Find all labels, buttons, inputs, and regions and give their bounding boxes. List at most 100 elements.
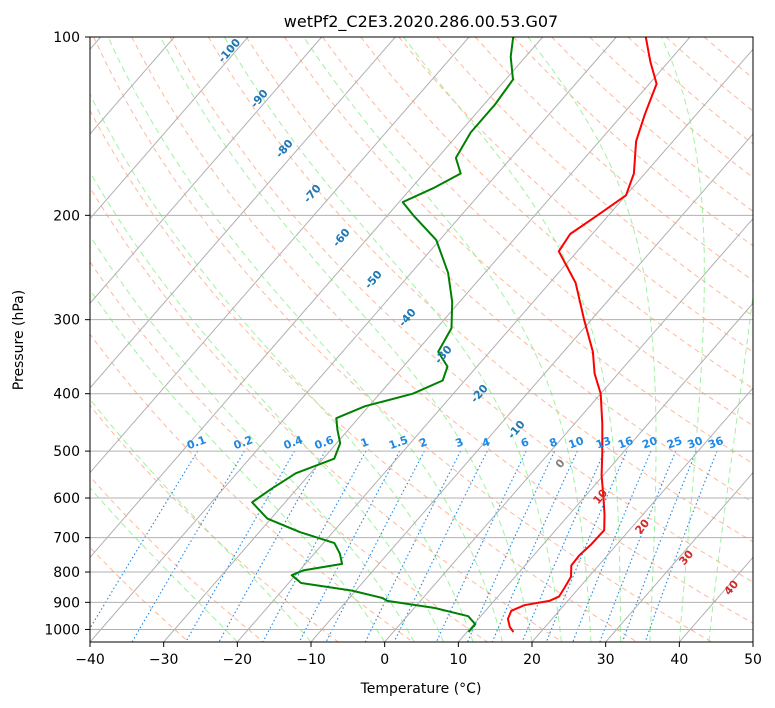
x-tick-label: −40: [75, 652, 105, 668]
dry-adiabat: [90, 475, 264, 642]
dry-adiabat: [90, 109, 638, 642]
y-tick-label: 700: [53, 531, 80, 547]
y-tick-label: 900: [53, 595, 80, 611]
moist-adiabat: [90, 93, 474, 642]
isotherm-line: [605, 471, 753, 642]
mixing-ratio-label: 2: [417, 435, 429, 450]
mixing-ratio-label: 13: [594, 434, 613, 451]
isotherm-line: [90, 37, 396, 389]
x-tick-label: 10: [449, 652, 467, 668]
grid: [90, 37, 753, 642]
mixing-ratio-label: 25: [665, 434, 684, 451]
isotherm-line: [310, 133, 753, 642]
mixing-ratio-label: 4: [480, 435, 492, 450]
mixing-ratio-line: [435, 450, 527, 642]
x-tick-label: 50: [744, 652, 762, 668]
x-tick-label: 30: [597, 652, 615, 668]
y-tick-label: 500: [53, 444, 80, 460]
moist-adiabat: [90, 398, 312, 642]
mixing-ratio-label: 8: [548, 435, 560, 450]
mixing-ratio-line: [466, 450, 556, 642]
dry-adiabat: [90, 260, 488, 642]
moist-adiabat: [303, 37, 592, 642]
y-tick-label: 400: [53, 387, 80, 403]
dry-adiabat: [360, 37, 753, 390]
x-tick-label: −10: [296, 652, 326, 668]
mixing-ratio-label: 1: [359, 435, 371, 450]
dry-adiabat: [90, 546, 190, 642]
x-axis-title: Temperature (°C): [360, 681, 482, 697]
isotherm-line: [163, 37, 691, 642]
dry-adiabat: [90, 333, 414, 642]
mixing-ratio-line: [572, 450, 652, 642]
x-tick-label: 20: [523, 652, 541, 668]
x-axis: −40 −30 −20 −10 0 10 20 30 40 50: [75, 642, 762, 668]
mixing-ratio-line: [599, 450, 677, 642]
moist-adiabat: [223, 37, 562, 642]
moist-adiabat: [160, 37, 533, 642]
x-tick-label: −30: [149, 652, 179, 668]
x-tick-label: 0: [380, 652, 389, 668]
moist-adiabat: [90, 289, 386, 642]
y-axis: 100 200 300 400 500 600 700 800 900 1000: [44, 30, 90, 638]
mixing-ratio-line: [262, 450, 367, 642]
mixing-ratio-label: 36: [706, 434, 725, 452]
mixing-ratio-line: [298, 450, 401, 642]
mixing-ratio-line: [185, 450, 295, 642]
moist-adiabat: [708, 291, 753, 642]
mixing-ratio-line: [621, 450, 697, 642]
dry-adiabat: [322, 37, 753, 427]
dry-adiabat: [90, 404, 339, 642]
isotherm-line: [90, 37, 249, 220]
isotherm-line: [457, 302, 753, 642]
dry-adiabat: [398, 37, 753, 353]
isotherm-line: [90, 37, 617, 642]
mixing-ratio-label: 20: [640, 434, 659, 452]
plot-frame: [89, 36, 754, 643]
chart-title: wetPf2_C2E3.2020.286.00.53.G07: [284, 12, 558, 32]
moist-adiabat: [90, 171, 445, 642]
mixing-ratio-label: 0.1: [185, 433, 208, 452]
mixing-ratio-label: 30: [686, 434, 705, 452]
isotherm-line: [90, 37, 323, 305]
x-tick-label: −20: [223, 652, 253, 668]
mixing-ratio-line: [393, 450, 488, 642]
moist-adiabat: [660, 37, 705, 642]
mixing-ratio-label: 16: [616, 434, 635, 452]
mixing-ratio-line: [90, 450, 199, 630]
isotherm-line: [531, 387, 753, 642]
mixing-ratio-line: [364, 450, 462, 642]
background-lines: [90, 37, 753, 642]
y-tick-label: 800: [53, 565, 80, 581]
dry-adiabat: [131, 37, 753, 624]
mixing-ratio-label: 0.6: [313, 433, 336, 452]
y-tick-label: 200: [53, 208, 80, 224]
y-tick-label: 100: [53, 30, 80, 46]
mixing-ratio-line: [218, 450, 326, 642]
dry-adiabat: [90, 186, 563, 642]
moist-adiabat: [107, 37, 503, 642]
mixing-ratio-label: 3: [454, 435, 466, 450]
series-layer: [251, 37, 658, 633]
dry-adiabat: [284, 37, 753, 465]
moist-adiabat: [527, 37, 657, 642]
y-axis-title: Pressure (hPa): [11, 290, 27, 390]
y-tick-label: 1000: [44, 622, 80, 638]
isotherm-line: [384, 217, 753, 642]
temperature-line: [506, 37, 658, 633]
mixing-ratio-line: [325, 450, 425, 642]
mixing-ratio-label: 0.4: [282, 433, 305, 452]
mixing-ratio-label: 6: [519, 435, 531, 450]
dewpoint-line: [251, 37, 515, 633]
mixing-ratio-label: 1.5: [387, 433, 410, 452]
dry-adiabat: [93, 37, 712, 642]
mixing-ratio-label: 0.2: [232, 433, 255, 452]
isotherm-line: [90, 37, 544, 559]
mixing-ratio-label: 10: [567, 434, 586, 452]
y-tick-label: 600: [53, 491, 80, 507]
x-tick-label: 40: [670, 652, 688, 668]
moist-adiabat: [403, 37, 621, 642]
moist-adiabat: [90, 234, 415, 642]
isotherm-line: [90, 37, 470, 474]
